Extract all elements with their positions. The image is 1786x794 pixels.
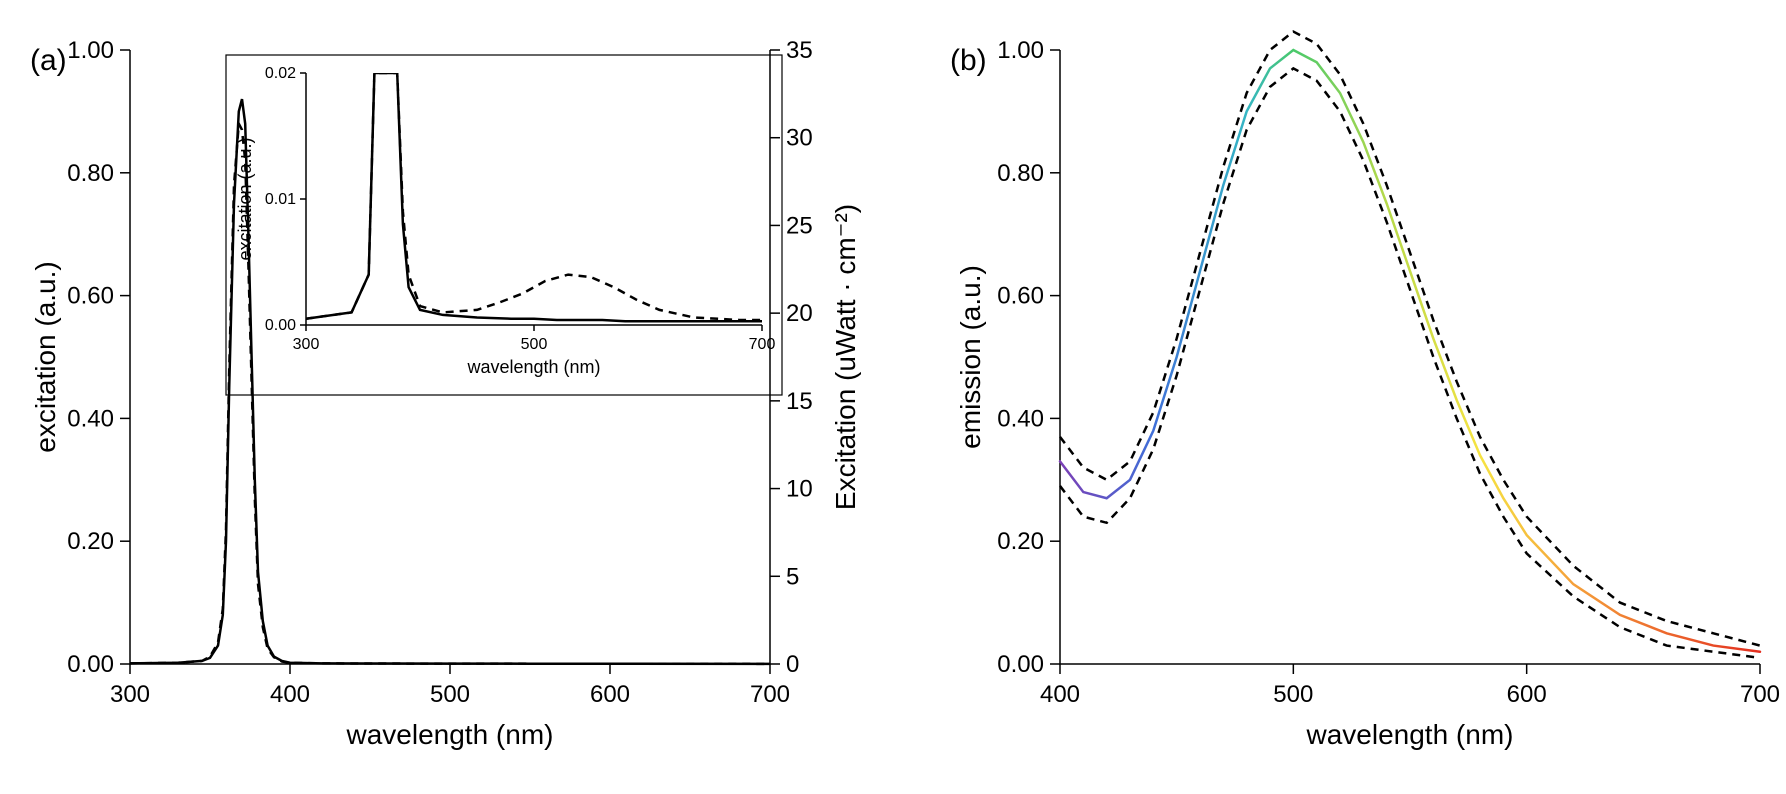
- inset-y-tick: 0.02: [265, 65, 296, 82]
- y-left-tick-label: 1.00: [67, 37, 114, 64]
- inset-y-title: excitation (a.u.): [235, 137, 255, 260]
- y-tick-label: 0.20: [997, 528, 1044, 555]
- inset-x-tick: 300: [293, 336, 320, 353]
- inset-y-tick: 0.00: [265, 317, 296, 334]
- y-tick-label: 0.80: [997, 160, 1044, 187]
- panel-a-svg: (a) 3004005006007000.000.200.400.600.801…: [20, 20, 880, 774]
- series-lower-dashed: [1060, 68, 1760, 657]
- panel-a-label: (a): [30, 44, 67, 77]
- inset-x-tick: 500: [521, 336, 548, 353]
- y-right-tick-label: 15: [786, 388, 813, 415]
- inset-x-title: wavelength (nm): [466, 357, 600, 377]
- x-tick-label: 400: [1040, 681, 1080, 708]
- y-axis-title: emission (a.u.): [955, 265, 986, 449]
- x-tick-label: 500: [430, 681, 470, 708]
- y-right-tick-label: 5: [786, 563, 799, 590]
- x-axis-title: wavelength (nm): [1306, 719, 1514, 750]
- y-left-tick-label: 0.40: [67, 405, 114, 432]
- inset-y-tick: 0.01: [265, 191, 296, 208]
- panel-a: (a) 3004005006007000.000.200.400.600.801…: [20, 20, 880, 774]
- y-tick-label: 0.40: [997, 405, 1044, 432]
- y-left-tick-label: 0.00: [67, 651, 114, 678]
- series-upper-dashed: [1060, 32, 1760, 646]
- x-tick-label: 600: [1507, 681, 1547, 708]
- y-right-tick-label: 30: [786, 125, 813, 152]
- inset-series-dashed: [306, 73, 762, 320]
- y-left-axis-title: excitation (a.u.): [30, 261, 61, 452]
- x-tick-label: 400: [270, 681, 310, 708]
- y-right-tick-label: 20: [786, 300, 813, 327]
- y-tick-label: 1.00: [997, 37, 1044, 64]
- y-left-tick-label: 0.80: [67, 160, 114, 187]
- y-right-tick-label: 10: [786, 476, 813, 503]
- inset-series-solid: [306, 73, 762, 321]
- y-right-tick-label: 25: [786, 212, 813, 239]
- panel-b: (b) 400 500 600 700 0.00 0.20 0.40 0.60 0.80 1.00…: [940, 20, 1786, 774]
- y-tick-label: 0.60: [997, 283, 1044, 310]
- y-right-tick-label: 35: [786, 37, 813, 64]
- y-right-axis-title: Excitation (uWatt · cm⁻²): [830, 204, 861, 510]
- x-tick-label: 700: [1740, 681, 1780, 708]
- panel-b-svg: (b) 400 500 600 700 0.00 0.20 0.40 0.60 0.80 1.00…: [940, 20, 1786, 774]
- y-left-tick-label: 0.20: [67, 528, 114, 555]
- figure-container: (a) 3004005006007000.000.200.400.600.801…: [20, 20, 1766, 774]
- y-left-tick-label: 0.60: [67, 283, 114, 310]
- inset-x-tick: 700: [749, 336, 776, 353]
- x-tick-label: 700: [750, 681, 790, 708]
- x-axis-title: wavelength (nm): [346, 719, 554, 750]
- x-tick-label: 300: [110, 681, 150, 708]
- x-tick-label: 500: [1273, 681, 1313, 708]
- series-emission: [1060, 50, 1760, 652]
- y-right-tick-label: 0: [786, 651, 799, 678]
- y-tick-label: 0.00: [997, 651, 1044, 678]
- panel-b-label: (b): [950, 44, 987, 77]
- x-tick-label: 600: [590, 681, 630, 708]
